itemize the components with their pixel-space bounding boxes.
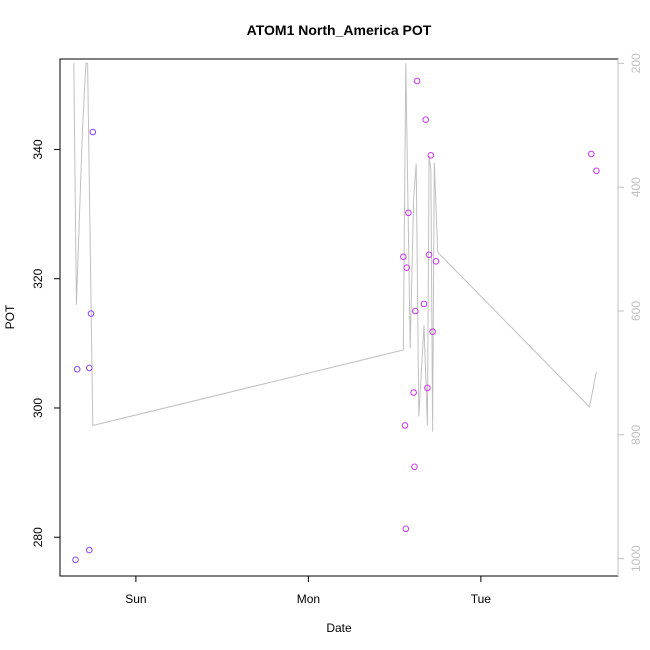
- data-point: [411, 463, 418, 471]
- data-point: [403, 264, 411, 272]
- data-point: [72, 556, 79, 564]
- data-point: [412, 307, 419, 315]
- data-point: [424, 384, 431, 392]
- data-point: [432, 258, 440, 265]
- y-tick-label: 340: [31, 139, 45, 159]
- data-point: [73, 365, 81, 373]
- data-point: [89, 128, 97, 136]
- data-point: [402, 525, 410, 533]
- y-axis-left: 280 300 320 340: [31, 139, 60, 547]
- y-tick-label: 280: [31, 527, 45, 547]
- y-tick-label: 300: [31, 398, 45, 418]
- data-point: [593, 167, 600, 175]
- data-point: [400, 253, 407, 261]
- x-axis: Sun Mon Tue: [125, 576, 491, 606]
- data-point: [87, 310, 95, 317]
- data-point: [427, 152, 435, 159]
- data-point: [401, 422, 409, 429]
- data-point: [86, 546, 93, 554]
- data-point: [405, 209, 412, 217]
- y-axis-right: 200 400 600 800 1000: [617, 53, 643, 576]
- x-tick-label: Sun: [125, 592, 146, 606]
- y2-tick-label: 200: [629, 53, 643, 73]
- data-point: [422, 116, 430, 123]
- chart-title: ATOM1 North_America POT: [247, 22, 432, 38]
- data-point: [588, 150, 595, 158]
- series-line: [73, 62, 597, 432]
- data-point: [420, 300, 428, 308]
- y2-tick-label: 1000: [629, 545, 643, 572]
- y-tick-label: 320: [31, 268, 45, 288]
- y2-tick-label: 400: [629, 177, 643, 197]
- data-point: [410, 389, 417, 396]
- series-layer: [72, 62, 600, 564]
- y2-tick-label: 600: [629, 301, 643, 321]
- data-point: [425, 251, 433, 259]
- y2-tick-label: 800: [629, 424, 643, 444]
- x-axis-label: Date: [326, 621, 352, 635]
- y-axis-label: POT: [3, 304, 17, 329]
- x-tick-label: Mon: [297, 592, 320, 606]
- plot-frame: [59, 58, 619, 577]
- data-point: [429, 328, 436, 336]
- x-tick-label: Tue: [471, 592, 492, 606]
- data-point: [86, 364, 93, 372]
- data-point: [413, 77, 421, 85]
